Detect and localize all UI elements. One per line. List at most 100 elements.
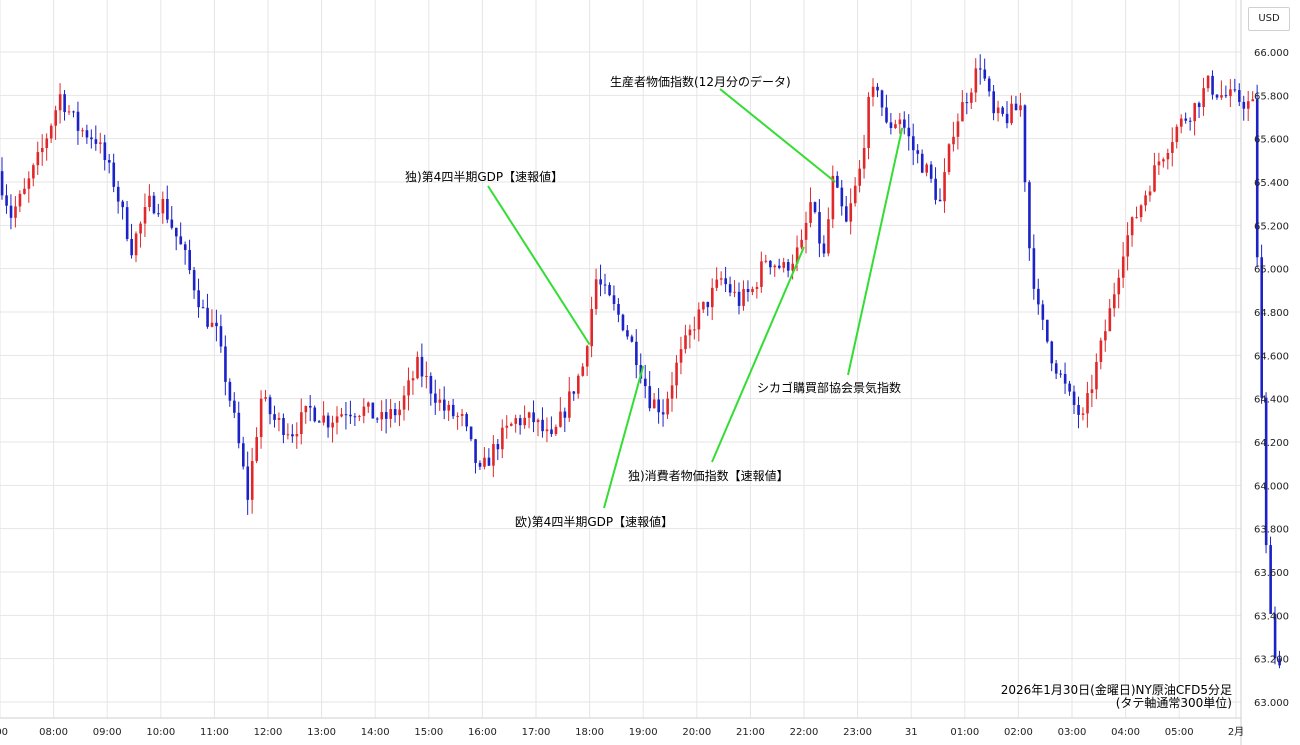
candle-body: [206, 307, 209, 327]
candle-body: [264, 397, 267, 399]
candle-body: [871, 86, 875, 97]
price-tick-label: 65.600: [1254, 135, 1289, 146]
candle-body: [358, 415, 361, 417]
candle-body: [1121, 256, 1125, 278]
candle-body: [1233, 89, 1237, 91]
candle-body: [903, 119, 906, 128]
candle-body: [1220, 95, 1223, 98]
candle-body: [688, 329, 692, 336]
candle-body: [965, 102, 969, 104]
candle-body: [804, 222, 808, 240]
candle-body: [635, 341, 638, 366]
candle-body: [724, 278, 727, 285]
candle-body: [451, 404, 455, 417]
candle-body: [527, 412, 531, 418]
candle-body: [402, 395, 406, 410]
candle-body: [840, 187, 844, 207]
candle-body: [652, 399, 656, 409]
annotation-leader-eu-gdp: [603, 365, 645, 509]
candle-body: [1251, 99, 1255, 102]
candle-body: [581, 366, 585, 376]
candle-body: [836, 175, 839, 188]
candle-body: [545, 429, 549, 432]
candle-body: [518, 418, 522, 426]
candle-body: [277, 418, 281, 420]
candle-body: [434, 393, 437, 403]
candle-body: [438, 399, 442, 403]
candle-body: [14, 206, 17, 218]
candle-body: [572, 391, 576, 394]
candle-body: [179, 236, 183, 245]
candle-body: [108, 160, 111, 163]
candle-body: [697, 309, 701, 330]
candle-body: [1224, 95, 1228, 97]
candle-body: [304, 405, 308, 413]
candle-body: [1014, 103, 1018, 111]
candle-body: [335, 416, 339, 423]
time-tick-label: 04:00: [1111, 727, 1140, 738]
candle-body: [889, 122, 893, 129]
candle-body: [501, 427, 504, 450]
currency-label[interactable]: USD: [1248, 7, 1290, 31]
candle-body: [809, 202, 812, 223]
time-tick-label: 31: [905, 727, 918, 738]
candle-body: [201, 307, 205, 309]
price-tick-label: 63.800: [1254, 525, 1289, 536]
candle-body: [666, 398, 669, 415]
candle-body: [1054, 363, 1058, 374]
candle-body: [791, 263, 794, 271]
time-tick-label: 15:00: [414, 727, 443, 738]
candle-body: [313, 407, 317, 422]
candle-body: [1108, 308, 1112, 332]
time-tick-label: 19:00: [629, 727, 658, 738]
candle-body: [827, 219, 830, 254]
candle-body: [63, 94, 66, 113]
candle-body: [1247, 101, 1250, 109]
candle-body: [268, 397, 272, 415]
candle-body: [1028, 182, 1031, 249]
candle-body: [340, 414, 343, 417]
time-tick-label: 23:00: [843, 727, 872, 738]
candle-body: [559, 411, 562, 427]
candle-body: [496, 444, 500, 450]
time-tick-label: 13:00: [307, 727, 336, 738]
candle-body: [1175, 126, 1179, 143]
candle-body: [81, 130, 84, 132]
candle-body: [215, 322, 218, 327]
candle-body: [224, 346, 227, 382]
candle-body: [456, 415, 459, 417]
candle-body: [157, 213, 160, 215]
candle-body: [45, 138, 49, 148]
candle-body: [1032, 248, 1036, 289]
candle-body: [170, 219, 174, 228]
candle-body: [1113, 294, 1116, 309]
candle-body: [322, 415, 325, 423]
time-axis: :00 08:00 09:00 10:00 11:00 12:00 13:00 14:00 15…: [0, 726, 1244, 738]
candle-body: [1153, 165, 1156, 192]
candle-body: [702, 301, 705, 310]
candle-body: [9, 205, 13, 218]
candle-body: [1211, 75, 1214, 95]
candle-body: [912, 136, 915, 151]
candle-body: [1215, 94, 1219, 98]
candle-body: [295, 434, 299, 437]
candle-body: [54, 110, 57, 126]
candle-body: [773, 265, 777, 268]
candle-body: [353, 416, 357, 418]
candle-body: [970, 92, 973, 103]
candle-body: [737, 291, 741, 306]
time-tick-label: 03:00: [1058, 727, 1087, 738]
candle-body: [1130, 217, 1134, 236]
candle-body: [1260, 257, 1263, 398]
price-tick-label: 64.000: [1254, 481, 1289, 492]
candle-body: [76, 111, 80, 131]
candle-body: [885, 107, 888, 123]
time-tick-label: 09:00: [93, 727, 122, 738]
time-tick-label: 11:00: [200, 727, 229, 738]
candle-body: [72, 111, 75, 113]
candle-body: [175, 227, 178, 237]
candle-body: [1229, 89, 1232, 97]
candle-body: [188, 250, 191, 271]
candle-body: [1037, 288, 1040, 305]
candle-body: [1166, 152, 1170, 160]
